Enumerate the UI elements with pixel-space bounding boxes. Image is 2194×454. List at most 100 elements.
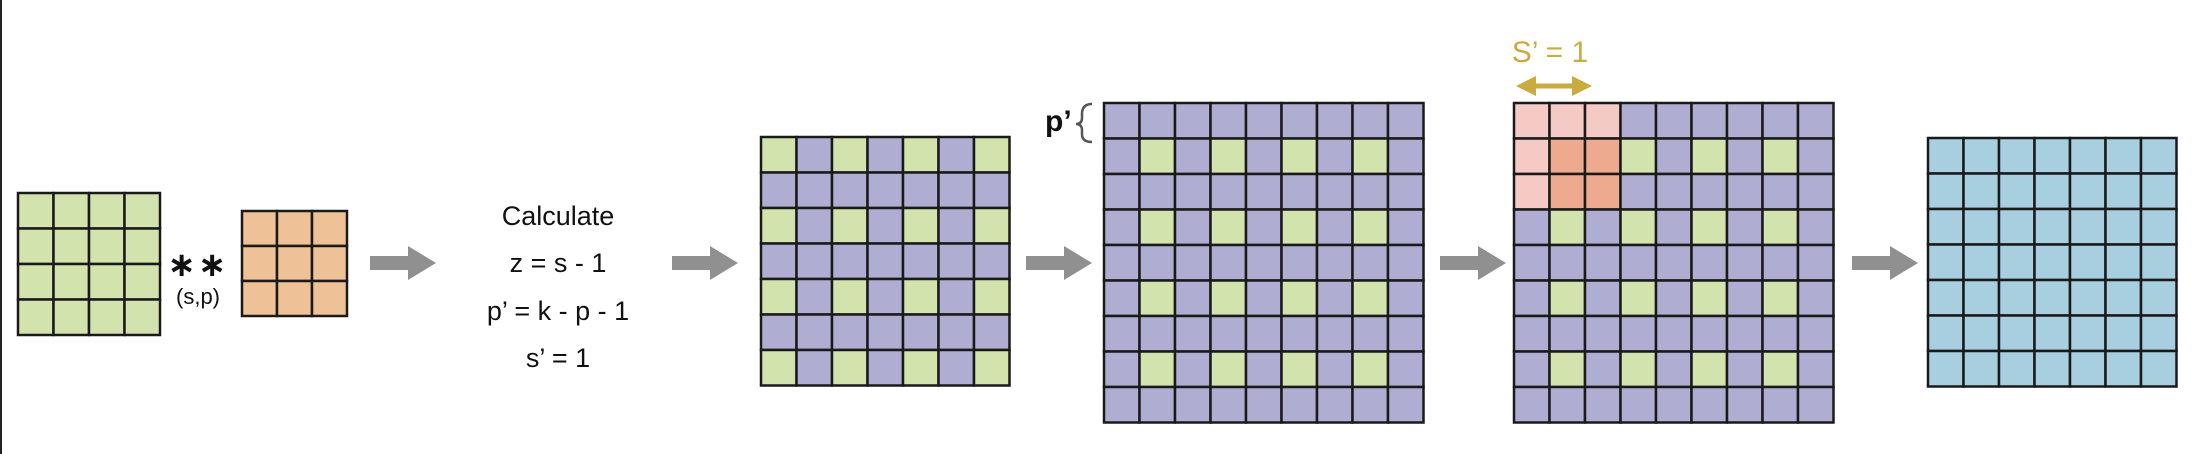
grid-cell (1102, 172, 1141, 211)
grid-cell (1548, 243, 1587, 282)
grid-cell (1926, 349, 1965, 388)
grid-cell (1209, 279, 1248, 318)
grid-cell (2104, 243, 2143, 282)
grid-cell (759, 242, 798, 281)
grid-cell (1690, 101, 1729, 140)
left-border (0, 0, 2, 454)
grid-cell (1209, 350, 1248, 389)
grid-cell (866, 206, 905, 245)
grid-cell (795, 171, 834, 210)
grid-cell (1280, 314, 1319, 353)
grid-cell (759, 348, 798, 387)
grid-cell (1690, 314, 1729, 353)
flow-arrow (1440, 246, 1506, 280)
grid-cell (1386, 137, 1425, 176)
grid-cell (830, 313, 869, 352)
grid-cell (1386, 350, 1425, 389)
grid-cell (901, 135, 940, 174)
grid-cell (830, 206, 869, 245)
grid-cell (1796, 208, 1835, 247)
grid-cell (1725, 279, 1764, 318)
grid-cell (1725, 314, 1764, 353)
grid-cell (52, 298, 91, 337)
grid-cell (1138, 279, 1177, 318)
grid-cell (1548, 350, 1587, 389)
grid-cell (759, 135, 798, 174)
grid-cell (1619, 314, 1658, 353)
grid-cell (1725, 172, 1764, 211)
grid-cell (1102, 350, 1141, 389)
grid-cell (1583, 137, 1622, 176)
padded-grid (1102, 101, 1425, 424)
grid-cell (2068, 207, 2107, 246)
grid-cell (1962, 314, 2001, 353)
grid-cell (1173, 314, 1212, 353)
grid-cell (275, 244, 314, 283)
grid-cell (1280, 172, 1319, 211)
grid-cell (2033, 314, 2072, 353)
grid-cell (901, 206, 940, 245)
grid-cell (1138, 101, 1177, 140)
grid-cell (1244, 172, 1283, 211)
grid-cell (1796, 314, 1835, 353)
grid-cell (2068, 278, 2107, 317)
grid-cell (1654, 314, 1693, 353)
grid-cell (1351, 101, 1390, 140)
padding-label: p’ (1045, 105, 1072, 138)
grid-cell (2068, 136, 2107, 175)
grid-cell (1280, 279, 1319, 318)
grid-cell (1548, 101, 1587, 140)
calculate-title: Calculate (502, 201, 615, 231)
grid-cell (1654, 101, 1693, 140)
output-grid (1926, 136, 2178, 388)
grid-cell (1209, 172, 1248, 211)
grid-cell (1583, 385, 1622, 424)
grid-cell (1209, 101, 1248, 140)
grid-cell (1548, 208, 1587, 247)
grid-cell (1351, 243, 1390, 282)
kernel-grid (240, 209, 349, 318)
grid-cell (1138, 137, 1177, 176)
grid-cell (1244, 279, 1283, 318)
grid-cell (1173, 243, 1212, 282)
grid-cell (123, 191, 162, 230)
grid-cell (1962, 172, 2001, 211)
grid-cell (310, 279, 349, 318)
grid-cell (123, 227, 162, 266)
grid-cell (1690, 350, 1729, 389)
grid-cell (795, 135, 834, 174)
grid-cell (1619, 243, 1658, 282)
grid-cell (1690, 385, 1729, 424)
grid-cell (2139, 136, 2178, 175)
grid-cell (1512, 101, 1551, 140)
grid-cell (2033, 278, 2072, 317)
grid-cell (1280, 137, 1319, 176)
grid-cell (2033, 172, 2072, 211)
grid-cell (87, 191, 126, 230)
grid-cell (937, 277, 976, 316)
grid-cell (866, 313, 905, 352)
grid-cell (2068, 349, 2107, 388)
grid-cell (52, 191, 91, 230)
grid-cell (1386, 243, 1425, 282)
grid-cell (1761, 208, 1800, 247)
grid-cell (1583, 314, 1622, 353)
grid-cell (1209, 385, 1248, 424)
grid-cell (1138, 243, 1177, 282)
grid-cell (1962, 243, 2001, 282)
grid-cell (1654, 172, 1693, 211)
grid-cell (795, 348, 834, 387)
grid-cell (1997, 278, 2036, 317)
grid-cell (240, 279, 279, 318)
calc-line-p: p’ = k - p - 1 (487, 296, 629, 326)
grid-cell (1725, 350, 1764, 389)
grid-cell (1997, 136, 2036, 175)
grid-cell (1619, 208, 1658, 247)
flow-arrow (1026, 246, 1092, 280)
grid-cell (2033, 349, 2072, 388)
grid-cell (52, 227, 91, 266)
grid-cell (795, 313, 834, 352)
grid-cell (972, 242, 1011, 281)
grid-cell (1962, 136, 2001, 175)
grid-cell (1351, 385, 1390, 424)
